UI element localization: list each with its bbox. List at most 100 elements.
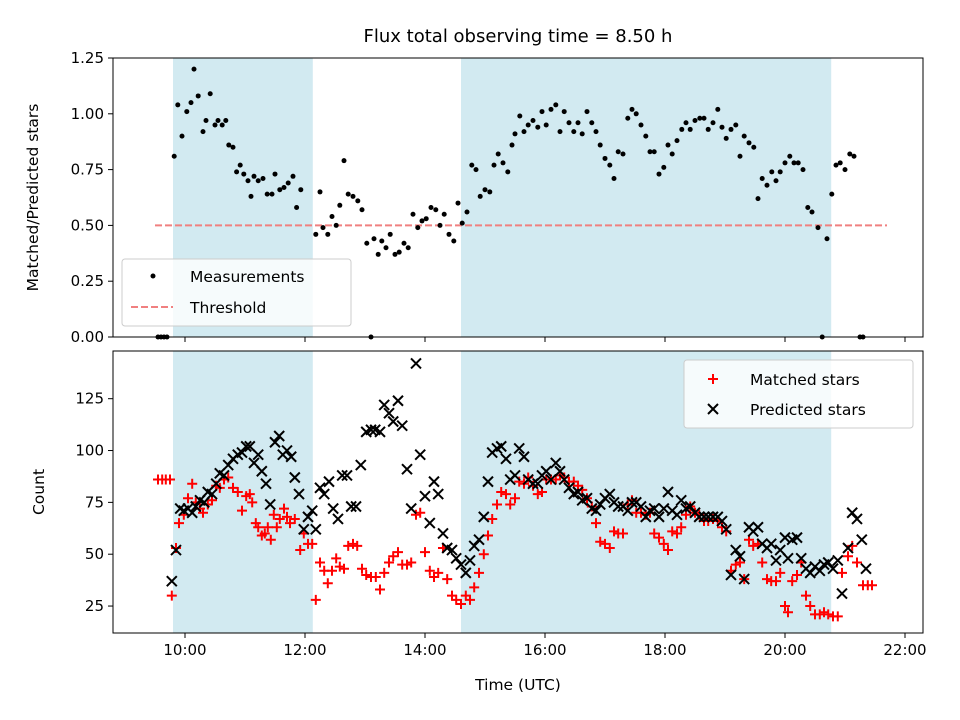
measurement-point [561, 109, 567, 115]
matched-star-point [852, 557, 862, 568]
measurement-point [548, 106, 554, 112]
measurement-point [728, 126, 734, 132]
predicted-star-point [186, 507, 198, 519]
observing-window-span [461, 58, 832, 337]
predicted-star-point [383, 407, 395, 419]
matched-star-point [735, 557, 745, 568]
predicted-legend-label: Predicted stars [750, 401, 866, 419]
matched-star-point [424, 565, 435, 576]
predicted-star-point [289, 471, 301, 484]
predicted-star-point [720, 523, 732, 536]
matched-star-point [474, 567, 484, 578]
measurement-point [355, 198, 361, 204]
measurement-point [337, 202, 343, 208]
predicted-star-point [424, 517, 436, 529]
measurement-point [329, 213, 335, 219]
predicted-star-point [323, 475, 335, 488]
measurement-point [200, 129, 206, 135]
measurement-point [697, 115, 703, 121]
predicted-star-point [264, 498, 276, 511]
y-tick-label: 1.25 [71, 49, 104, 67]
matched-star-point [604, 542, 615, 553]
matched-star-point [268, 509, 279, 520]
measurement-point [387, 231, 393, 237]
predicted-star-point [392, 395, 404, 407]
predicted-star-point [478, 511, 490, 523]
predicted-star-point [166, 575, 178, 587]
predicted-star-point [842, 542, 854, 554]
measurement-point [571, 129, 577, 135]
y-tick-label: 125 [75, 390, 104, 408]
matched-star-point [420, 547, 430, 558]
measurement-point [602, 155, 608, 161]
predicted-star-point [405, 502, 417, 515]
y-tick-label: 75 [85, 493, 104, 511]
matched-star-point [469, 582, 480, 593]
predicted-star-point [318, 488, 330, 500]
measurement-point [341, 158, 347, 164]
predicted-star-point [252, 448, 264, 461]
measurement-point [787, 153, 793, 159]
measurement-point [285, 180, 291, 186]
predicted-legend-glyph [707, 403, 719, 415]
x-tick-label: 18:00 [643, 641, 686, 659]
measurement-point [842, 167, 848, 173]
predicted-star-point [770, 554, 782, 567]
y-tick-label: 50 [85, 545, 104, 563]
measurement-point [333, 222, 339, 228]
predicted-star-point [332, 513, 344, 525]
predicted-star-point [827, 563, 839, 575]
predicted-star-point [468, 540, 480, 552]
measurement-point [298, 187, 304, 193]
ratio-x-ticks [184, 337, 906, 342]
measurement-point [500, 160, 506, 166]
matched-star-point [274, 513, 285, 524]
measurement-point [241, 171, 247, 177]
measurement-point [459, 220, 465, 226]
measurement-point [851, 153, 857, 159]
matched-star-point [823, 609, 834, 620]
measurement-point [264, 191, 270, 197]
matched-star-point [801, 590, 811, 601]
y-tick-label: 1.00 [71, 105, 104, 123]
ratio-panel: 0.00 0.25 0.50 0.75 1.00 1.25 Flux total obse… [24, 26, 924, 346]
predicted-star-point [612, 500, 624, 513]
predicted-star-point [675, 494, 687, 507]
matched-star-point [327, 565, 337, 576]
predicted-star-point [822, 556, 834, 569]
measurement-point [379, 238, 385, 244]
matched-star-point [187, 478, 198, 489]
matched-star-point [375, 584, 385, 595]
measurement-points [155, 66, 866, 340]
matched-star-point [487, 513, 498, 524]
predicted-star-point [396, 419, 408, 432]
measurement-point [317, 189, 323, 195]
matched-star-point [775, 567, 786, 578]
predicted-star-point [765, 538, 777, 550]
measurement-point [719, 124, 725, 130]
predicted-star-point [836, 587, 848, 600]
measurement-point [423, 216, 429, 222]
ratio-legend-box [121, 258, 352, 327]
count-y-axis-label: Count [30, 469, 48, 515]
count-x-ticks: 10:00 12:00 14:00 16:00 18:00 20:00 22:00 [163, 633, 927, 659]
matched-star-point [663, 545, 673, 556]
matched-star-point [837, 567, 847, 578]
matched-star-point [667, 526, 678, 537]
predicted-star-point [779, 531, 791, 544]
count-y-ticks: 25 50 75 100 125 [75, 390, 113, 615]
count-legend: Matched stars Predicted stars [683, 359, 914, 429]
matched-star-point [384, 557, 394, 568]
measurement-point [661, 164, 667, 170]
measurement-point [764, 182, 770, 188]
x-axis-label: Time (UTC) [474, 676, 561, 694]
measurement-point [679, 126, 685, 132]
matched-star-point [259, 528, 270, 539]
matched-star-point [265, 534, 276, 545]
measurement-point [674, 138, 680, 144]
predicted-star-point [327, 502, 339, 515]
predicted-star-point [635, 500, 647, 513]
matched-star-point [672, 528, 682, 539]
predicted-star-point [716, 515, 728, 527]
measurement-point [553, 102, 559, 108]
